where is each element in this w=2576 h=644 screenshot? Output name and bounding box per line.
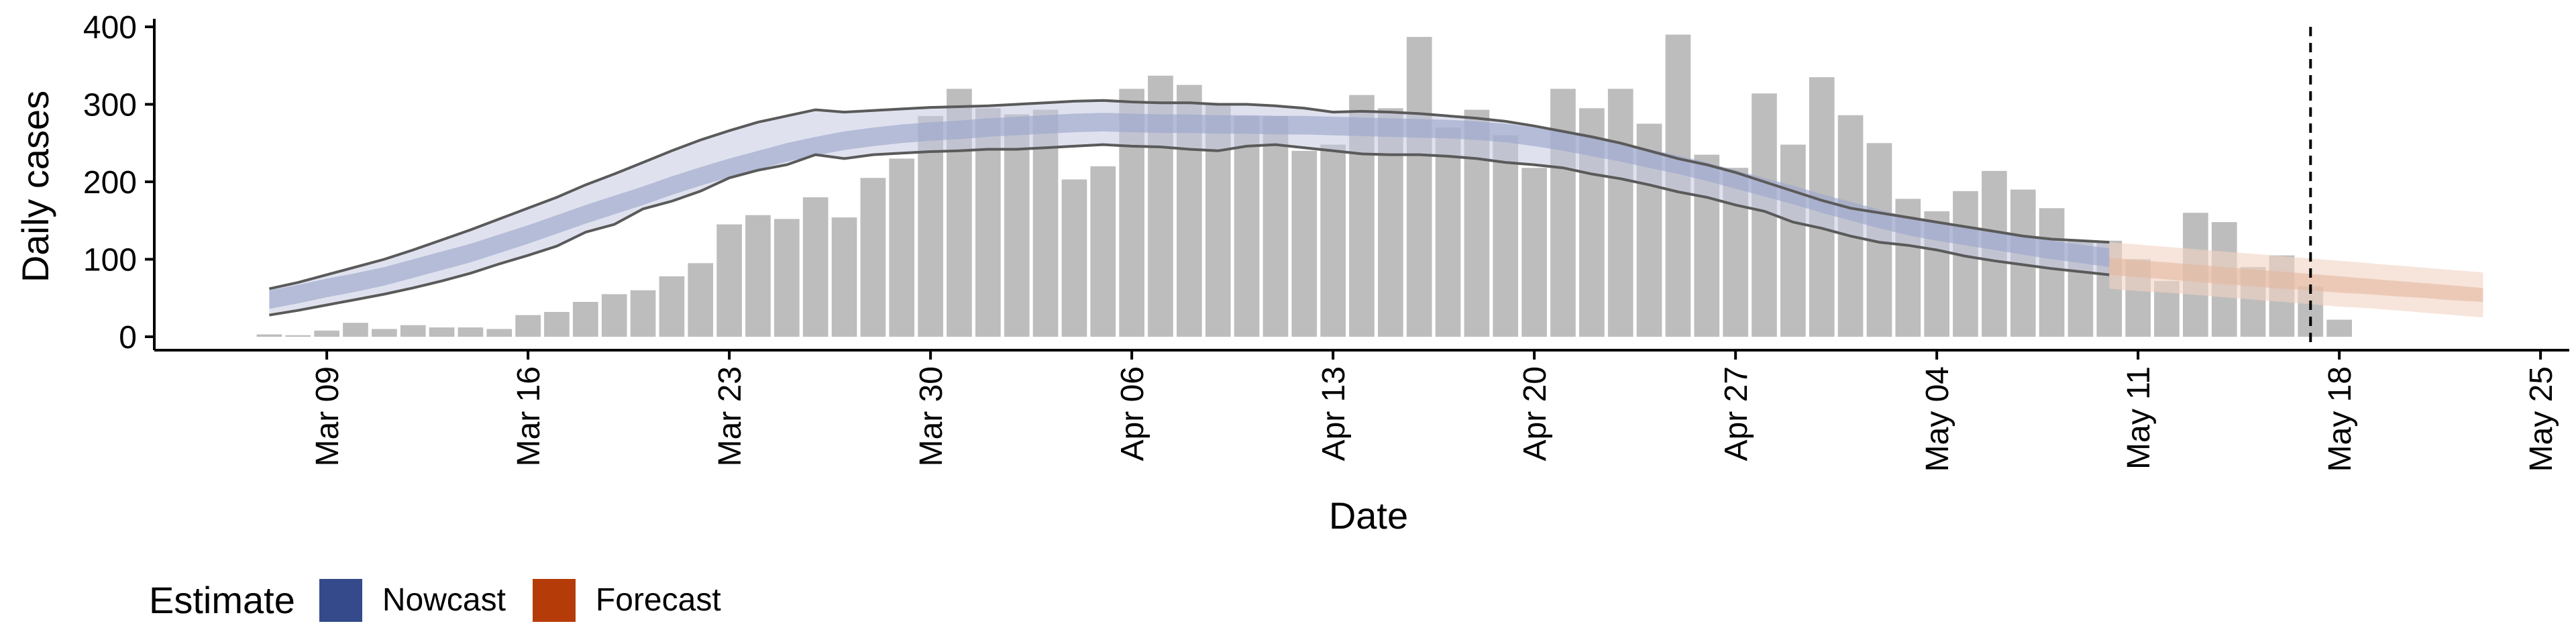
bar (716, 224, 742, 337)
legend-key-nowcast (319, 578, 362, 622)
bar (314, 330, 339, 337)
legend-key-forecast (532, 578, 576, 622)
bar (2326, 319, 2352, 337)
y-tick-label: 200 (83, 165, 137, 201)
bar (1061, 179, 1087, 337)
bar (1004, 114, 1030, 337)
bar (285, 335, 311, 337)
x-tick-label: Apr 13 (1316, 366, 1352, 461)
bar (515, 315, 541, 337)
bar (343, 323, 368, 337)
x-tick-label: Apr 20 (1517, 366, 1553, 461)
x-axis-title: Date (1329, 494, 1408, 537)
bar (630, 290, 656, 337)
bar (1263, 115, 1289, 337)
bar (889, 158, 915, 337)
bar (1234, 115, 1260, 337)
bar (1435, 127, 1461, 337)
bar (1780, 144, 1806, 337)
legend-title: Estimate (149, 579, 295, 621)
bar (1406, 37, 1432, 337)
forecast-layer (2109, 242, 2483, 318)
bar (486, 329, 513, 337)
bar (601, 294, 627, 337)
x-tick-label: May 04 (1920, 366, 1955, 472)
bar (1607, 89, 1633, 337)
bar (1493, 135, 1519, 337)
bar (774, 219, 800, 337)
bars-layer (256, 34, 2352, 337)
bar (1320, 144, 1346, 337)
bar (429, 327, 455, 337)
bar (831, 217, 857, 337)
bar (256, 334, 282, 337)
bar (1291, 150, 1318, 337)
bar (573, 302, 598, 337)
bar (745, 215, 771, 337)
bar (2039, 208, 2065, 337)
x-tick-label: Mar 30 (914, 366, 949, 466)
nowcast-lower-line (269, 143, 2110, 317)
y-tick-label: 300 (83, 88, 137, 123)
x-tick-label: May 25 (2524, 366, 2559, 472)
forecast-inner-band (2109, 258, 2483, 302)
legend-label-forecast: Forecast (595, 582, 721, 618)
bar (372, 329, 397, 337)
x-tick-label: Apr 27 (1719, 366, 1754, 461)
x-tick-label: Apr 06 (1115, 366, 1150, 461)
x-tick-label: Mar 23 (712, 366, 748, 466)
bar (1550, 89, 1576, 337)
bar (802, 197, 828, 337)
x-tick-label: Mar 09 (310, 366, 345, 466)
legend-label-nowcast: Nowcast (382, 582, 506, 618)
bar (1953, 191, 1978, 337)
y-tick-label: 400 (83, 10, 137, 46)
bar (1521, 168, 1547, 337)
bar (544, 312, 570, 337)
x-tick-label: Mar 16 (511, 366, 547, 466)
y-tick-label: 0 (119, 320, 137, 356)
x-tick-label: May 18 (2322, 366, 2358, 472)
y-tick-label: 100 (83, 243, 137, 278)
nowcast-layer (268, 99, 2110, 317)
nowcast-inner-band (269, 113, 2110, 309)
x-tick-label: May 11 (2121, 366, 2157, 470)
bar (1090, 166, 1116, 337)
bar (860, 178, 886, 337)
legend: Estimate Nowcast Forecast (149, 578, 748, 622)
bar (458, 327, 484, 337)
bar (659, 276, 685, 337)
y-axis-title: Daily cases (14, 91, 56, 282)
nowcast-upper-line (268, 99, 2110, 290)
bar (400, 325, 426, 337)
bar (688, 263, 714, 337)
axes-layer: 0 100 200 300 400 Mar 09 Mar 16 Mar 23 Mar 30 Apr… (83, 10, 2569, 472)
